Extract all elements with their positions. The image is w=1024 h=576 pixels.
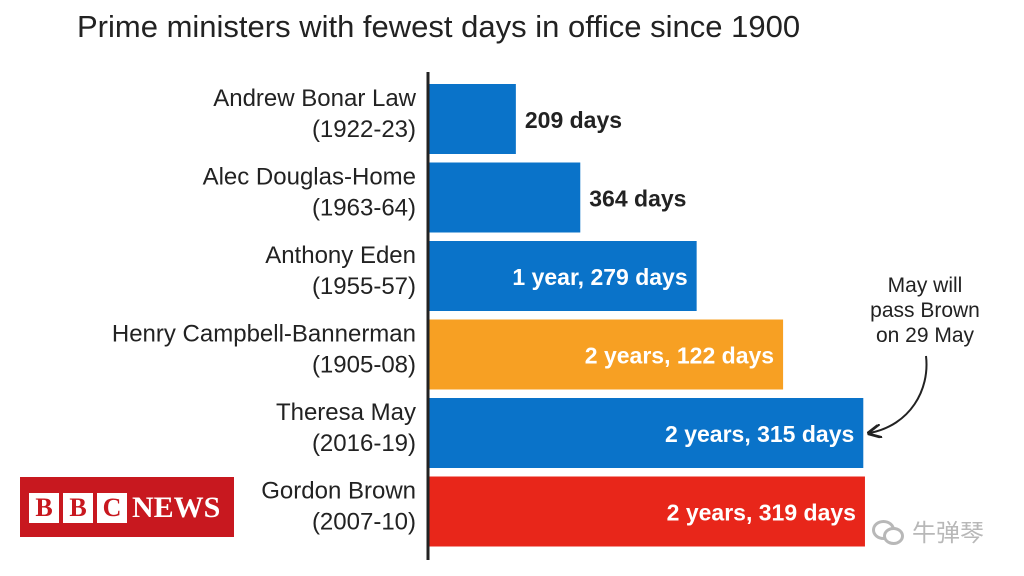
bar-group: 1 year, 279 days Anthony Eden (1955-57) xyxy=(265,241,697,311)
bar xyxy=(429,319,784,390)
bar-value-label: 364 days xyxy=(589,186,686,212)
bbc-news-wordmark: NEWS xyxy=(132,491,221,524)
bar-value-label: 209 days xyxy=(525,107,622,133)
chart-title: Prime ministers with fewest days in offi… xyxy=(77,9,801,44)
category-label: Theresa May xyxy=(276,399,416,426)
category-label: Anthony Eden xyxy=(265,242,416,269)
category-label: Alec Douglas-Home xyxy=(203,164,416,191)
bar-value-label: 2 years, 319 days xyxy=(667,500,856,526)
bbc-letter-c: C xyxy=(97,493,127,523)
category-label: Henry Campbell-Bannerman xyxy=(112,321,416,348)
category-years-label: (2007-10) xyxy=(312,509,416,536)
category-years-label: (1955-57) xyxy=(312,273,416,300)
bar-value-label: 2 years, 315 days xyxy=(665,421,854,447)
bar-group: 2 years, 122 days Henry Campbell-Bannerma… xyxy=(112,319,784,390)
bar-group: 209 days Andrew Bonar Law (1922-23) xyxy=(213,84,622,154)
annotation-line: on 29 May xyxy=(876,324,975,347)
category-years-label: (2016-19) xyxy=(312,430,416,457)
bar-group: 2 years, 315 days Theresa May (2016-19) xyxy=(276,398,864,468)
category-label: Gordon Brown xyxy=(261,478,416,505)
bar xyxy=(429,476,865,547)
bbc-letter-b1: B xyxy=(29,493,59,523)
annotation: May will pass Brown on 29 May xyxy=(870,274,980,433)
annotation-line: May will xyxy=(888,274,963,297)
category-years-label: (1963-64) xyxy=(312,195,416,222)
bbc-letter-b2: B xyxy=(63,493,93,523)
bar xyxy=(429,162,581,233)
bar-value-label: 1 year, 279 days xyxy=(512,264,687,290)
category-years-label: (1905-08) xyxy=(312,352,416,379)
category-label: Andrew Bonar Law xyxy=(213,85,416,112)
bar-group: 364 days Alec Douglas-Home (1963-64) xyxy=(203,162,686,233)
bar-value-label: 2 years, 122 days xyxy=(585,343,774,369)
bbc-news-logo: B B C NEWS xyxy=(20,477,234,537)
bar xyxy=(429,398,864,468)
bar xyxy=(429,241,697,311)
annotation-line: pass Brown xyxy=(870,299,980,322)
category-years-label: (1922-23) xyxy=(312,116,416,143)
bar xyxy=(429,84,516,154)
bar-group: 2 years, 319 days Gordon Brown (2007-10) xyxy=(261,476,865,547)
watermark: 牛弹琴 xyxy=(872,513,984,548)
wechat-icon xyxy=(872,518,906,545)
annotation-arrow xyxy=(870,355,928,433)
watermark-text: 牛弹琴 xyxy=(912,520,984,547)
